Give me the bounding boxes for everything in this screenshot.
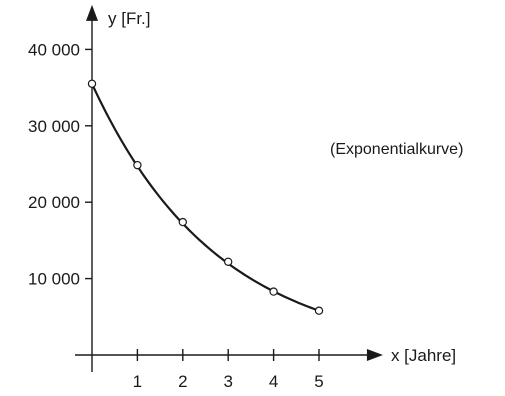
data-point [223, 257, 233, 266]
x-tick-label: 5 [314, 372, 323, 391]
y-tick-label: 40 000 [28, 40, 80, 59]
x-axis-arrow [366, 349, 383, 361]
y-axis-arrow [86, 4, 98, 21]
ticks: 10 000 20 000 30 000 40 000 1 2 3 4 5 [28, 40, 324, 391]
data-points [87, 79, 324, 315]
axes [75, 4, 383, 372]
y-tick-label: 10 000 [28, 270, 80, 289]
data-point [314, 306, 324, 315]
y-tick-label: 30 000 [28, 117, 80, 136]
data-point [178, 217, 187, 227]
x-axis-label: x [Jahre] [391, 346, 456, 365]
x-tick-label: 2 [178, 372, 187, 391]
x-tick-label: 3 [223, 372, 232, 391]
exponential-curve [91, 83, 320, 312]
y-tick-label: 20 000 [28, 193, 80, 212]
data-point [269, 287, 278, 296]
x-tick-label: 1 [133, 372, 142, 391]
x-tick-label: 4 [269, 372, 278, 391]
curve-annotation: (Exponentialkurve) [330, 141, 463, 158]
data-point [133, 160, 142, 170]
y-axis-label: y [Fr.] [108, 9, 151, 28]
data-point [87, 79, 97, 88]
